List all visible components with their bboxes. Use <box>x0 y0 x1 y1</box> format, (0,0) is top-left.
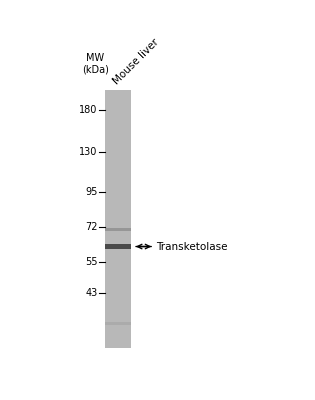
Text: 180: 180 <box>79 105 98 115</box>
Text: 72: 72 <box>85 222 98 232</box>
Bar <box>105 244 131 249</box>
Bar <box>105 228 131 231</box>
Bar <box>105 90 131 348</box>
Text: 43: 43 <box>85 288 98 298</box>
Bar <box>105 322 131 325</box>
Text: Transketolase: Transketolase <box>156 242 227 252</box>
Text: Mouse liver: Mouse liver <box>111 37 160 86</box>
Text: MW
(kDa): MW (kDa) <box>82 53 109 75</box>
Text: 95: 95 <box>85 187 98 197</box>
Text: 55: 55 <box>85 257 98 267</box>
Text: 130: 130 <box>79 147 98 157</box>
